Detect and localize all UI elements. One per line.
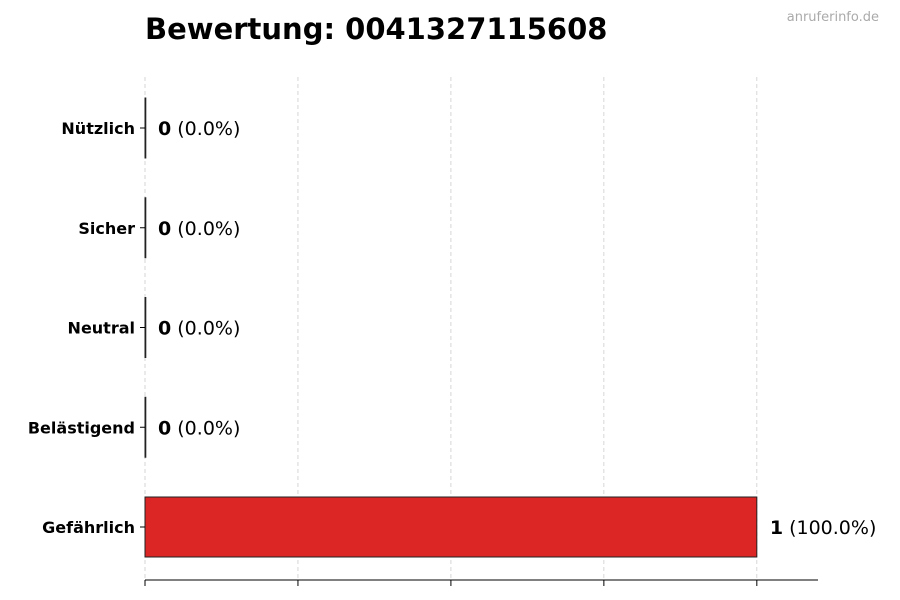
percent-text: (0.0%) — [171, 218, 240, 240]
data-label: 0 (0.0%) — [158, 318, 240, 340]
bar-3 — [144, 396, 147, 458]
percent-text: (0.0%) — [171, 417, 240, 439]
category-label: Gefährlich — [42, 518, 135, 537]
percent-text: (0.0%) — [171, 318, 240, 340]
category-label: Neutral — [68, 319, 135, 338]
category-label: Nützlich — [61, 119, 135, 138]
data-label: 0 (0.0%) — [158, 118, 240, 140]
category-label: Belästigend — [28, 418, 135, 437]
value-text: 0 — [158, 318, 171, 340]
watermark: anruferinfo.de — [786, 10, 879, 25]
percent-text: (100.0%) — [783, 517, 876, 539]
data-label: 0 (0.0%) — [158, 417, 240, 439]
data-label: 1 (100.0%) — [770, 517, 877, 539]
chart-title: Bewertung: 0041327115608 — [145, 12, 608, 46]
value-text: 0 — [158, 118, 171, 140]
bar-0 — [144, 97, 147, 159]
value-text: 1 — [770, 517, 783, 539]
value-text: 0 — [158, 218, 171, 240]
percent-text: (0.0%) — [171, 118, 240, 140]
bar-4 — [144, 496, 758, 558]
category-label: Sicher — [78, 219, 135, 238]
value-text: 0 — [158, 417, 171, 439]
data-label: 0 (0.0%) — [158, 218, 240, 240]
bar-1 — [144, 197, 147, 259]
bar-2 — [144, 297, 147, 358]
